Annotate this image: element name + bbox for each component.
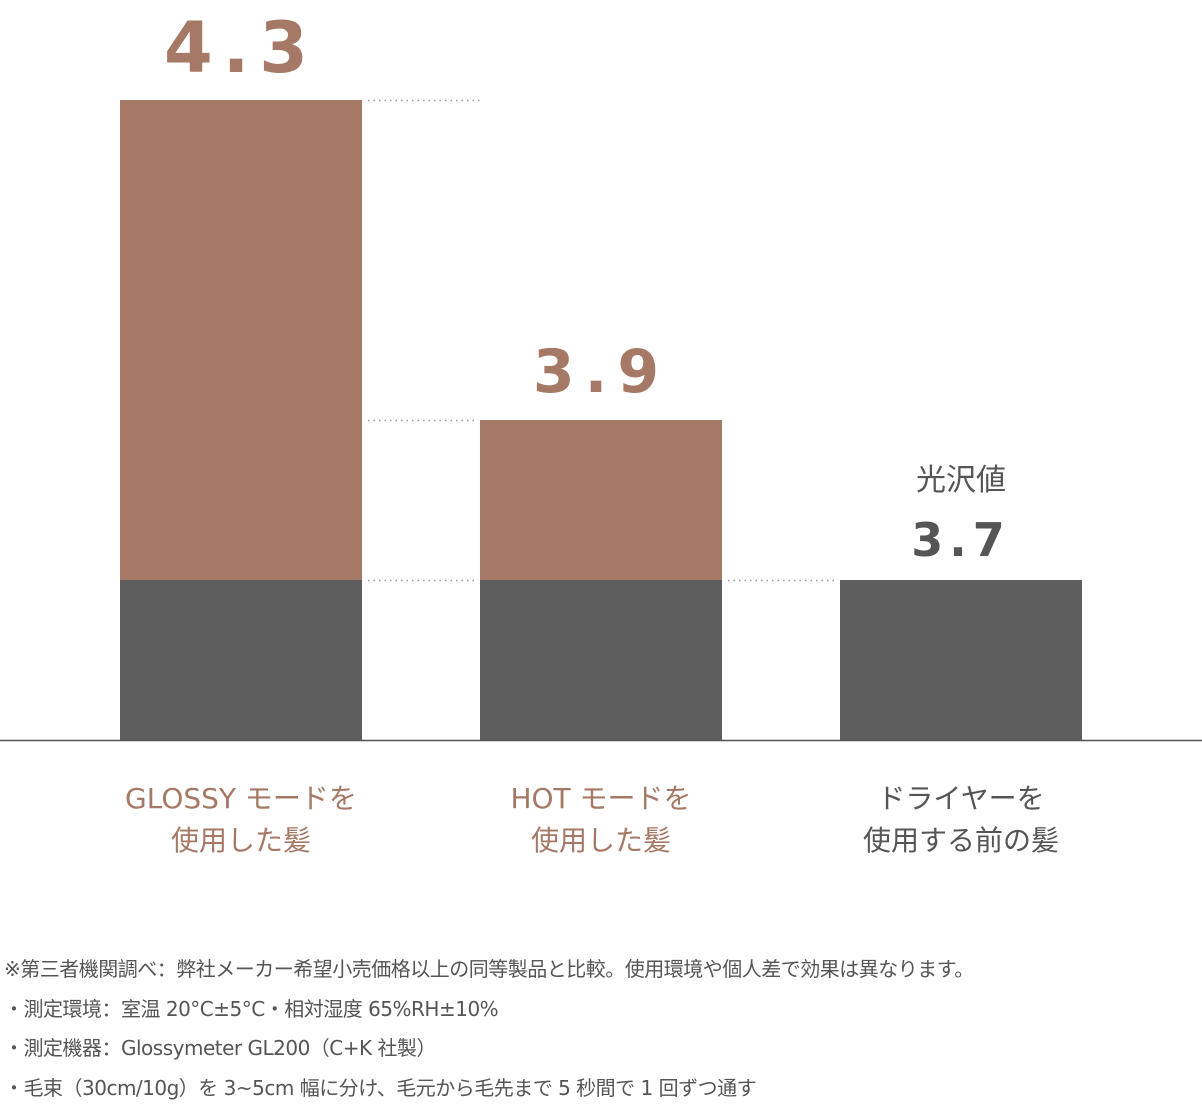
x-tick-label: 使用する前の髪 <box>863 824 1059 857</box>
x-tick-label: 使用した髪 <box>171 824 311 857</box>
footnote: ・毛束（30cm/10g）を 3~5cm 幅に分け、毛元から毛先まで 5 秒間で… <box>4 1075 757 1100</box>
bar-improvement-segment <box>120 100 362 580</box>
value-caption: 光沢値 <box>916 463 1006 498</box>
x-tick-label: GLOSSY モードを <box>125 782 357 815</box>
bar-base-segment <box>120 580 362 740</box>
x-tick-label: ドライヤーを <box>877 782 1044 815</box>
bar-base-segment <box>840 580 1082 740</box>
x-tick-label: HOT モードを <box>510 782 691 815</box>
footnotes: ※第三者機関調べ：弊社メーカー希望小売価格以上の同等製品と比較。使用環境や個人差… <box>4 950 974 1108</box>
bar-improvement-segment <box>480 420 722 580</box>
footnote: ※第三者機関調べ：弊社メーカー希望小売価格以上の同等製品と比較。使用環境や個人差… <box>4 957 974 981</box>
data-label: 3.9 <box>533 337 669 407</box>
data-label: 4.3 <box>164 7 318 89</box>
footnote: ・測定環境：室温 20°C±5°C・相対湿度 65%RH±10% <box>4 996 499 1021</box>
footnote: ・測定機器：Glossymeter GL200（C+K 社製） <box>4 1036 436 1060</box>
bar-base-segment <box>480 580 722 740</box>
data-label: 3.7 <box>911 513 1011 567</box>
x-tick-label: 使用した髪 <box>531 824 671 857</box>
